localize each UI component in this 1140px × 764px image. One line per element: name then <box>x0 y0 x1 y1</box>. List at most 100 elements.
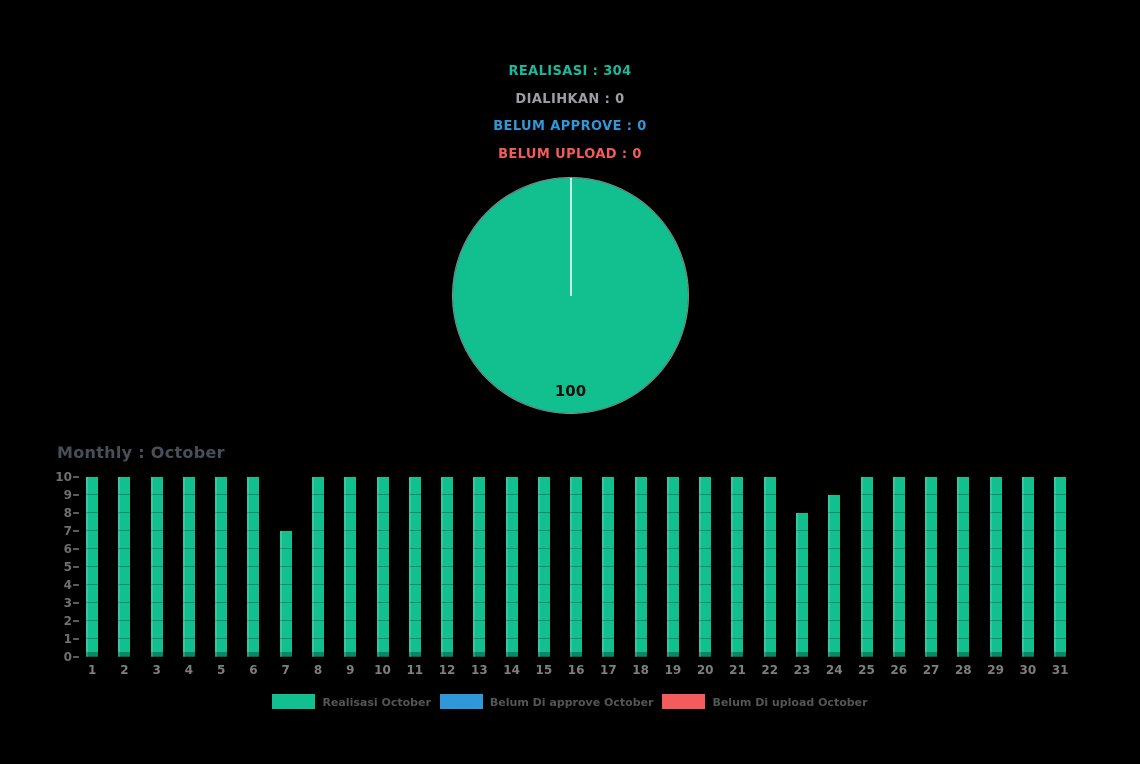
x-axis-label-24: 24 <box>825 663 843 677</box>
bar-cell-7 <box>270 477 302 657</box>
y-axis-label-6: 6 <box>63 542 72 556</box>
bar-day-24[interactable] <box>828 495 841 657</box>
bar-day-10[interactable] <box>376 477 389 657</box>
bar-day-18[interactable] <box>634 477 647 657</box>
x-axis-label-13: 13 <box>470 663 488 677</box>
bar-cell-21 <box>721 477 753 657</box>
x-axis-label-31: 31 <box>1051 663 1069 677</box>
bar-day-9[interactable] <box>344 477 357 657</box>
y-axis-tick <box>73 638 79 640</box>
bar-day-16[interactable] <box>570 477 583 657</box>
plot-area <box>76 477 1076 657</box>
bar-cell-31 <box>1044 477 1076 657</box>
bar-cell-3 <box>141 477 173 657</box>
y-axis-label-5: 5 <box>63 560 72 574</box>
y-axis-label-0: 0 <box>63 650 72 664</box>
bar-day-31[interactable] <box>1054 477 1067 657</box>
x-axis-label-11: 11 <box>406 663 424 677</box>
bar-day-7[interactable] <box>279 531 292 657</box>
bar-cell-6 <box>237 477 269 657</box>
bar-day-13[interactable] <box>473 477 486 657</box>
bar-cell-11 <box>399 477 431 657</box>
y-axis-tick <box>73 512 79 514</box>
bar-day-28[interactable] <box>957 477 970 657</box>
x-axis-label-20: 20 <box>696 663 714 677</box>
y-axis-label-1: 1 <box>63 632 72 646</box>
bar-day-29[interactable] <box>989 477 1002 657</box>
bar-cell-26 <box>883 477 915 657</box>
bar-day-25[interactable] <box>860 477 873 657</box>
pie-chart: 100 <box>452 177 689 414</box>
bar-day-4[interactable] <box>182 477 195 657</box>
bar-day-20[interactable] <box>699 477 712 657</box>
y-axis-tick <box>73 548 79 550</box>
bar-day-30[interactable] <box>1021 477 1034 657</box>
bar-cell-20 <box>689 477 721 657</box>
bar-cell-16 <box>560 477 592 657</box>
bar-cell-29 <box>979 477 1011 657</box>
bar-cell-13 <box>463 477 495 657</box>
bar-day-27[interactable] <box>925 477 938 657</box>
legend-item-belum-di-approve-october[interactable]: Belum Di approve October <box>439 694 654 709</box>
legend-item-belum-di-upload-october[interactable]: Belum Di upload October <box>662 694 868 709</box>
bar-day-21[interactable] <box>731 477 744 657</box>
bar-day-2[interactable] <box>118 477 131 657</box>
y-axis-label-3: 3 <box>63 596 72 610</box>
bar-day-15[interactable] <box>537 477 550 657</box>
bar-day-6[interactable] <box>247 477 260 657</box>
legend-label-realisasi-october: Realisasi October <box>322 695 431 709</box>
x-axis-label-1: 1 <box>87 663 97 677</box>
x-axis-label-5: 5 <box>217 663 226 677</box>
x-axis-label-15: 15 <box>535 663 553 677</box>
bar-cell-18 <box>625 477 657 657</box>
stat-belum-approve: BELUM APPROVE : 0 <box>493 119 647 134</box>
bar-day-17[interactable] <box>602 477 615 657</box>
x-axis-label-25: 25 <box>858 663 875 677</box>
x-axis-label-8: 8 <box>313 663 323 677</box>
stat-realisasi: REALISASI : 304 <box>508 64 632 79</box>
pie-slice-divider <box>569 178 572 296</box>
x-axis-label-18: 18 <box>632 663 649 677</box>
bar-cell-4 <box>173 477 205 657</box>
bar-cell-14 <box>495 477 527 657</box>
bar-day-8[interactable] <box>311 477 324 657</box>
x-axis-label-21: 21 <box>729 663 746 677</box>
bar-cell-28 <box>947 477 979 657</box>
x-axis-label-14: 14 <box>503 663 520 677</box>
bar-day-26[interactable] <box>892 477 905 657</box>
bar-cell-9 <box>334 477 366 657</box>
bar-cell-27 <box>915 477 947 657</box>
bar-cell-30 <box>1012 477 1044 657</box>
bar-day-1[interactable] <box>86 477 99 657</box>
bar-day-12[interactable] <box>441 477 454 657</box>
bar-chart-title: Monthly : October <box>57 443 225 462</box>
bar-day-23[interactable] <box>795 513 808 657</box>
x-axis-label-28: 28 <box>954 663 972 677</box>
bar-day-5[interactable] <box>215 477 228 657</box>
legend-swatch-realisasi-october <box>272 694 316 709</box>
bar-cell-8 <box>302 477 334 657</box>
legend-item-realisasi-october[interactable]: Realisasi October <box>272 694 431 709</box>
x-axis-label-30: 30 <box>1019 663 1037 677</box>
bar-day-22[interactable] <box>763 477 776 657</box>
bar-cell-5 <box>205 477 237 657</box>
bar-cell-22 <box>754 477 786 657</box>
y-axis-tick <box>73 620 79 622</box>
x-axis-label-16: 16 <box>567 663 585 677</box>
x-axis-label-23: 23 <box>793 663 811 677</box>
bar-day-19[interactable] <box>666 477 679 657</box>
summary-stats: REALISASI : 304 DIALIHKAN : 0 BELUM APPROV… <box>0 63 1140 173</box>
bar-cell-12 <box>431 477 463 657</box>
x-axis-label-10: 10 <box>374 663 391 677</box>
bar-cell-2 <box>108 477 140 657</box>
bar-day-11[interactable] <box>408 477 421 657</box>
bar-day-3[interactable] <box>150 477 163 657</box>
y-axis-label-10: 10 <box>55 470 72 484</box>
bar-day-14[interactable] <box>505 477 518 657</box>
y-axis-tick <box>73 494 79 496</box>
x-axis: 1 2 3 4 5 6 7 8 9 10 11 12 13 14 15 16 17 18 19 20 21 22 23 24 2… <box>76 663 1076 677</box>
legend-label-belum-di-approve-october: Belum Di approve October <box>489 695 654 709</box>
x-axis-label-6: 6 <box>249 663 258 677</box>
x-axis-label-9: 9 <box>346 663 355 677</box>
